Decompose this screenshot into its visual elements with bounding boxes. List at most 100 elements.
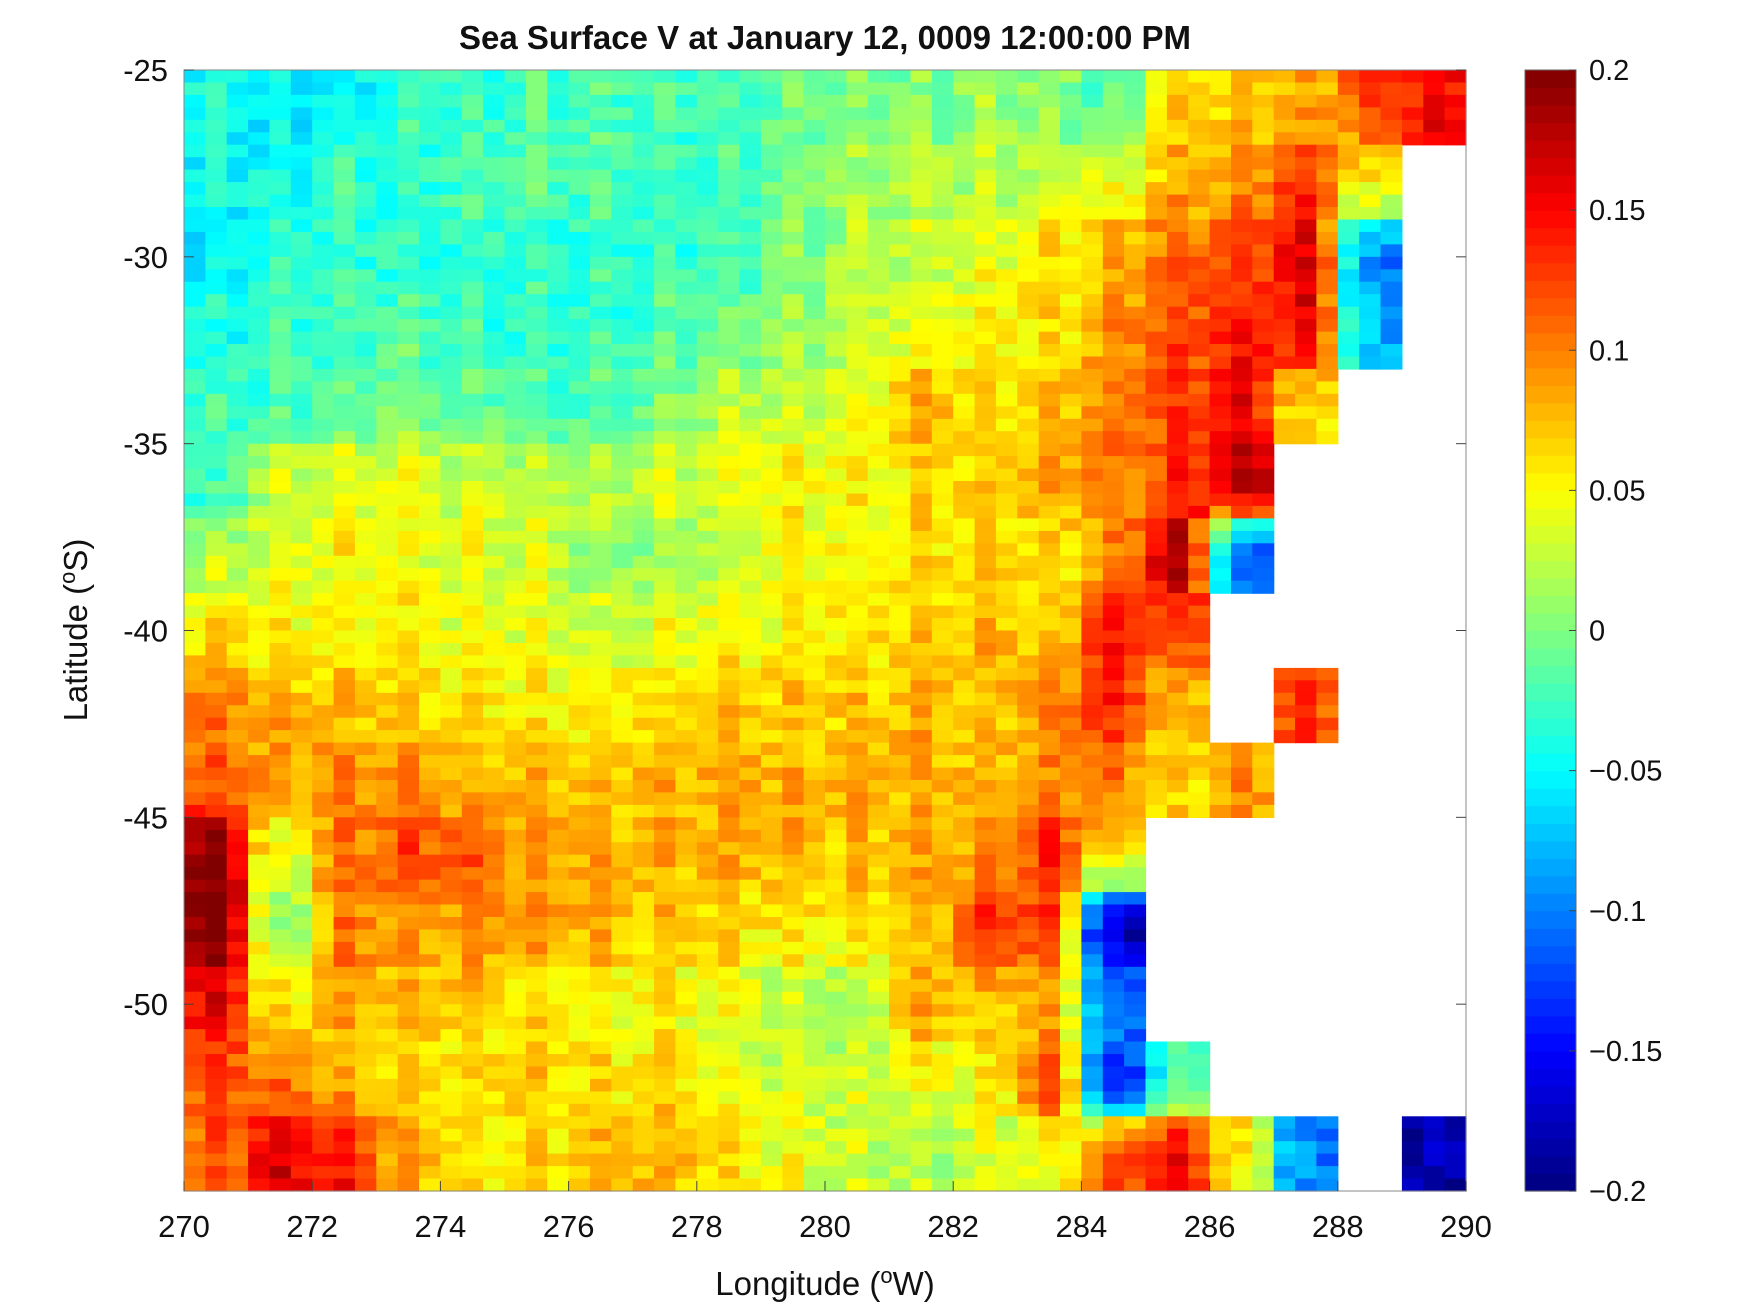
heatmap-cell [590,929,612,943]
heatmap-cell [333,356,356,370]
heatmap-cell [974,867,997,881]
heatmap-cell [889,406,912,420]
heatmap-cell [1081,904,1104,918]
heatmap-cell [184,169,206,183]
heatmap-cell [1145,1116,1168,1130]
heatmap-cell [803,518,826,532]
heatmap-cell [1038,1078,1061,1092]
heatmap-cell [504,1116,527,1130]
heatmap-cell [184,244,206,258]
heatmap-cell [312,917,335,931]
heatmap-cell [931,555,954,569]
heatmap-cell [547,1016,570,1030]
heatmap-cell [953,132,976,146]
heatmap-cell [184,543,206,557]
heatmap-cell [1124,667,1147,681]
heatmap-cell [483,966,506,980]
heatmap-cell [590,219,612,233]
heatmap-cell [312,1091,335,1105]
heatmap-cell [867,1016,890,1030]
heatmap-cell [782,568,805,582]
heatmap-cell [1081,655,1104,669]
heatmap-cell [483,555,506,569]
colorbar-tick-label: −0.2 [1589,1176,1646,1208]
heatmap-cell [1017,356,1040,370]
heatmap-cell [867,555,890,569]
heatmap-cell [889,231,912,245]
heatmap-cell [312,493,335,507]
heatmap-cell [846,692,869,706]
heatmap-cell [504,194,527,208]
heatmap-cell [825,319,847,333]
heatmap-cell [846,1103,869,1117]
heatmap-cell [739,256,762,270]
heatmap-cell [440,493,463,507]
heatmap-cell [440,356,463,370]
heatmap-cell [953,780,976,794]
heatmap-cell [525,182,548,196]
heatmap-cell [1166,767,1189,781]
heatmap-cell [248,854,271,868]
y-axis-label-end: S) [57,539,94,572]
heatmap-cell [1081,505,1104,519]
heatmap-cell [953,605,976,619]
heatmap-cell [696,817,719,831]
heatmap-cell [333,854,356,868]
heatmap-cell [889,518,912,532]
heatmap-cell [931,1166,954,1180]
heatmap-cell [461,207,484,221]
heatmap-cell [846,555,869,569]
heatmap-cell [739,879,762,893]
heatmap-cell [269,792,292,806]
heatmap-cell [953,804,976,818]
heatmap-cell [525,854,548,868]
heatmap-cell [269,655,292,669]
heatmap-cell [248,1004,271,1018]
heatmap-cell [995,157,1018,171]
heatmap-cell [1038,667,1061,681]
heatmap-cell [376,829,399,843]
colorbar-segment [1525,227,1576,246]
heatmap-cell [205,680,228,694]
heatmap-cell [269,543,292,557]
heatmap-cell [718,643,741,657]
heatmap-cell [611,817,634,831]
heatmap-cell [803,780,826,794]
heatmap-cell [1188,1066,1211,1080]
heatmap-cell [504,281,527,295]
heatmap-cell [226,530,249,544]
heatmap-cell [867,505,890,519]
heatmap-cell [461,1128,484,1142]
heatmap-cell [1231,1153,1253,1167]
heatmap-cell [1038,393,1061,407]
heatmap-cell [184,182,206,196]
heatmap-cell [910,231,933,245]
heatmap-cell [1060,742,1082,756]
heatmap-cell [1295,1166,1318,1180]
heatmap-cell [1060,692,1082,706]
heatmap-cell [974,717,997,731]
heatmap-cell [611,144,634,158]
heatmap-cell [825,381,847,395]
heatmap-cell [782,281,805,295]
heatmap-cell [931,543,954,557]
heatmap-cell [675,1004,698,1018]
heatmap-cell [739,1066,762,1080]
heatmap-cell [931,157,954,171]
heatmap-cell [547,194,570,208]
heatmap-cell [226,231,249,245]
heatmap-cell [269,1029,292,1043]
heatmap-cell [376,867,399,881]
heatmap-cell [1380,207,1403,221]
heatmap-cell [397,605,420,619]
heatmap-cell [525,306,548,320]
heatmap-cell [1017,281,1040,295]
heatmap-cell [1060,319,1082,333]
heatmap-cell [1209,344,1232,358]
heatmap-cell [974,468,997,482]
heatmap-cell [1124,269,1147,283]
heatmap-cell [525,169,548,183]
heatmap-cell [1145,443,1168,457]
heatmap-cell [461,717,484,731]
heatmap-cell [1081,530,1104,544]
